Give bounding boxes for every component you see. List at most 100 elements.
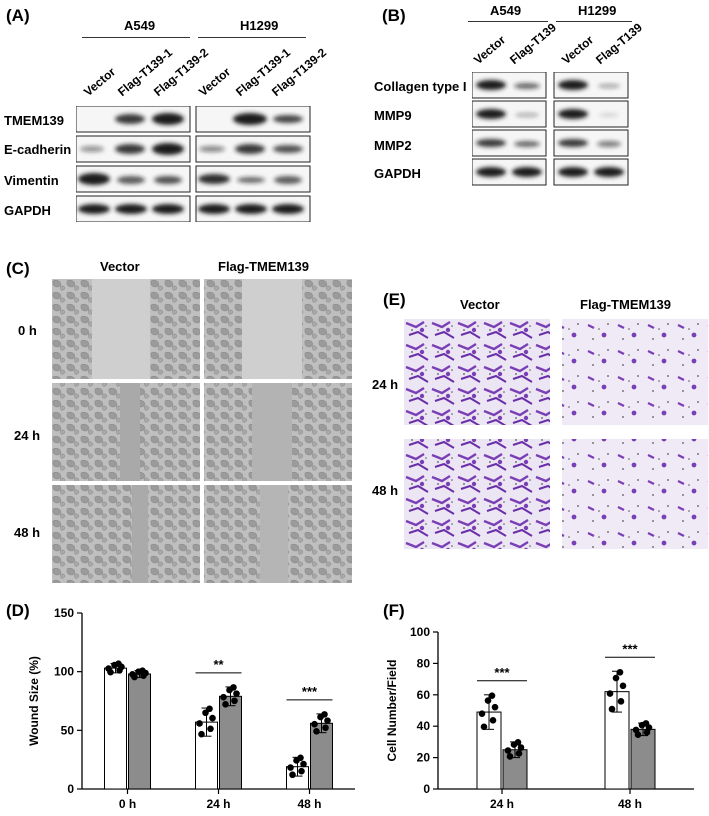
lane-b-1: Vector (471, 32, 509, 67)
data-point (324, 717, 331, 724)
significance-label: *** (302, 684, 318, 699)
y-tick-label: 100 (54, 665, 74, 679)
data-point (488, 692, 496, 699)
y-tick-label: 40 (417, 719, 431, 733)
data-point (504, 747, 512, 754)
data-point (484, 697, 492, 704)
data-point (619, 682, 627, 690)
data-point (202, 709, 209, 717)
panel-e-images (404, 319, 708, 549)
row-c-48h: 48 h (14, 525, 41, 540)
chart-d: 0 50 100 150 Wound Size (%) 0 h 24 h ** 48 h *** (27, 606, 355, 811)
data-point (233, 690, 240, 697)
y-tick-label: 50 (61, 723, 75, 737)
row-c-0h: 0 h (18, 323, 37, 338)
data-point (198, 730, 205, 738)
data-point (642, 720, 650, 727)
group-h1299-label: H1299 (240, 18, 279, 33)
y-tick-label: 20 (417, 751, 431, 765)
panel-a-label: (A) (6, 6, 30, 25)
data-point (478, 710, 486, 718)
row-b-gapdh: GAPDH (374, 166, 421, 181)
x-tick-label: 0 h (119, 797, 136, 811)
significance-label: *** (494, 665, 510, 680)
data-point (220, 693, 227, 701)
row-b-mmp9: MMP9 (374, 108, 412, 123)
col-c-flag: Flag-TMEM139 (218, 259, 310, 274)
data-point (517, 744, 525, 751)
data-point (222, 701, 229, 708)
data-point (105, 665, 112, 672)
y-tick-label: 150 (54, 606, 74, 620)
panel-b-blots (472, 72, 629, 186)
significance-label: *** (622, 641, 638, 656)
blot-a549 (76, 106, 191, 222)
data-point (206, 705, 213, 713)
panel-c-images (52, 279, 352, 583)
y-axis-title: Wound Size (%) (27, 656, 41, 746)
lane-b-3: Vector (559, 32, 597, 67)
data-point (311, 720, 318, 728)
blot-b-a549 (472, 72, 547, 186)
row-a-gapdh: GAPDH (4, 203, 51, 218)
data-point (231, 697, 238, 705)
bar (128, 673, 151, 790)
data-point (480, 723, 488, 731)
y-tick-label: 100 (410, 625, 430, 639)
data-point (300, 760, 307, 768)
data-point (115, 660, 122, 667)
x-tick-label: 24 h (490, 797, 514, 811)
row-c-24h: 24 h (14, 428, 41, 443)
blot-b-h1299 (553, 72, 629, 186)
data-point (287, 764, 294, 771)
data-point (297, 754, 304, 762)
data-point (608, 705, 616, 713)
data-point (196, 720, 203, 727)
data-point (322, 724, 329, 732)
group-b-a549-line (468, 21, 548, 22)
row-e-48h: 48 h (372, 483, 399, 498)
y-tick-label: 60 (417, 688, 431, 702)
row-e-24h: 24 h (372, 377, 399, 392)
data-point (616, 668, 624, 676)
x-tick-label: 48 h (618, 797, 642, 811)
lane-b-4: Flag-T139 (593, 20, 645, 68)
bar (104, 667, 127, 790)
lane-b-2: Flag-T139 (507, 20, 559, 68)
panel-f-label: (F) (383, 601, 405, 620)
y-tick-label: 0 (67, 782, 74, 796)
x-tick-label: 48 h (297, 797, 321, 811)
data-point (209, 714, 216, 722)
data-point (489, 716, 497, 724)
panel-c-label: (C) (6, 259, 30, 278)
lane-a-4: Vector (196, 64, 234, 99)
data-point (207, 725, 214, 733)
data-point (514, 738, 522, 746)
x-tick-label: 24 h (206, 797, 230, 811)
data-point (298, 767, 305, 775)
bar (630, 728, 656, 790)
col-e-flag: Flag-TMEM139 (580, 297, 672, 312)
data-point (632, 726, 640, 734)
row-a-vimentin: Vimentin (4, 173, 59, 188)
data-point (139, 667, 146, 674)
y-tick-label: 80 (417, 656, 431, 670)
panel-a-blots (76, 106, 311, 222)
data-point (230, 684, 237, 691)
panel-b-label: (B) (382, 6, 406, 25)
col-c-vector: Vector (100, 259, 140, 274)
group-h1299-line (198, 37, 306, 38)
significance-label: ** (213, 657, 224, 672)
group-a549-label: A549 (124, 18, 156, 33)
data-point (321, 711, 328, 718)
panel-d-label: (D) (6, 601, 30, 620)
row-b-collagen: Collagen type I (374, 79, 467, 94)
y-tick-label: 0 (423, 782, 430, 796)
lane-a-1: Vector (81, 64, 119, 99)
data-point (129, 671, 136, 678)
data-point (506, 753, 514, 760)
row-a-ecadherin: E-cadherin (4, 142, 72, 157)
data-point (515, 750, 523, 757)
row-b-mmp2: MMP2 (374, 138, 412, 153)
data-point (617, 698, 625, 705)
